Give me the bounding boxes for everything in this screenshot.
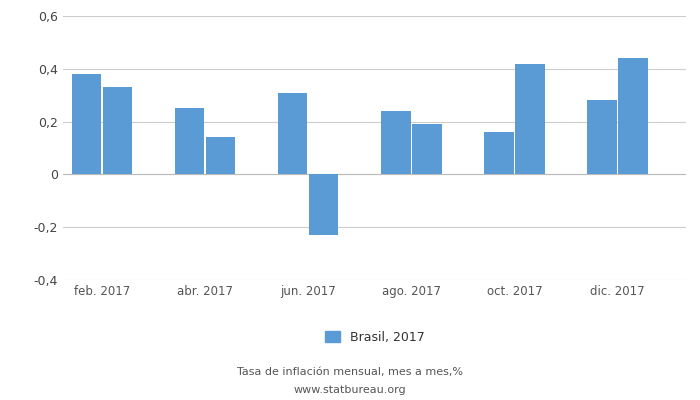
Bar — [381, 111, 410, 174]
Bar — [278, 92, 307, 174]
Bar — [103, 87, 132, 174]
Text: www.statbureau.org: www.statbureau.org — [294, 385, 406, 395]
Bar — [587, 100, 617, 174]
Text: Tasa de inflación mensual, mes a mes,%: Tasa de inflación mensual, mes a mes,% — [237, 367, 463, 377]
Bar — [72, 74, 102, 174]
Bar — [206, 138, 235, 174]
Bar — [175, 108, 204, 174]
Bar — [309, 174, 339, 235]
Bar — [412, 124, 442, 174]
Legend: Brasil, 2017: Brasil, 2017 — [320, 326, 429, 349]
Bar — [515, 64, 545, 174]
Bar — [484, 132, 514, 174]
Bar — [618, 58, 648, 174]
